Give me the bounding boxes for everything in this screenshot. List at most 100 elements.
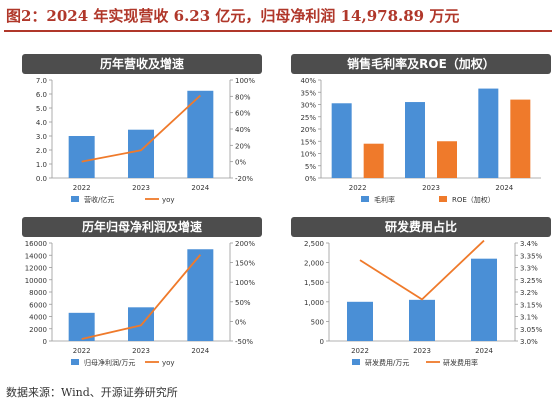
y-tick-label: 1.0 — [36, 161, 47, 169]
x-tick-label: 2022 — [73, 347, 91, 355]
y-tick-label: 6.0 — [36, 91, 47, 99]
bar — [128, 129, 154, 178]
series-line — [359, 239, 485, 301]
x-tick-label: 2023 — [413, 347, 431, 355]
y2-tick-label: 3.1% — [520, 314, 538, 322]
y-tick-label: 20% — [300, 126, 316, 134]
series-line — [81, 94, 201, 163]
y2-tick-label: 0% — [235, 318, 246, 326]
legend-label: 毛利率 — [374, 195, 395, 204]
y-tick-label: 0% — [305, 175, 316, 183]
y2-tick-label: 150% — [235, 260, 255, 268]
y-tick-label: 2,000 — [304, 260, 324, 268]
legend-label: yoy — [162, 359, 175, 367]
y-tick-label: 12000 — [25, 265, 47, 273]
legend-swatch — [352, 359, 360, 365]
y-tick-label: 35% — [300, 89, 316, 97]
y2-tick-label: 3.35% — [520, 252, 543, 260]
y-tick-label: 40% — [300, 77, 316, 85]
margin-roe-panel: 销售毛利率及ROE（加权） 0% 5% 10% 15% 20% 25% 30% 35% 40% 2… — [291, 54, 551, 214]
y-tick-label: 30% — [300, 102, 316, 110]
bar — [347, 301, 373, 341]
y2-tick-label: 3.0% — [520, 338, 538, 346]
y-tick-label: 2000 — [29, 326, 47, 334]
y2-tick-label: 20% — [235, 142, 251, 150]
panel-title: 销售毛利率及ROE（加权） — [291, 54, 551, 74]
y-tick-label: 2.0 — [36, 147, 47, 155]
x-tick-label: 2022 — [73, 184, 91, 192]
bar — [405, 102, 425, 178]
bar — [187, 90, 214, 178]
legend-label: 研发费用率 — [443, 358, 478, 367]
source-note: 数据来源：Wind、开源证券研究所 — [6, 386, 178, 399]
y2-tick-label: 60% — [235, 110, 251, 118]
y-tick-label: 500 — [311, 318, 324, 326]
panel-title: 历年归母净利润及增速 — [22, 217, 262, 237]
y-tick-label: 1,500 — [304, 279, 324, 287]
y2-tick-label: 80% — [235, 93, 251, 101]
y2-tick-label: 3.2% — [520, 289, 538, 297]
rd-expense-panel: 研发费用占比 0 500 1,000 1,500 2,000 2,500 3.0% 3.05%… — [291, 217, 551, 377]
legend-label: 归母净利润/万元 — [84, 358, 135, 367]
bar — [363, 143, 384, 178]
bar — [437, 141, 457, 178]
y-tick-label: 1,000 — [304, 299, 324, 307]
y-tick-label: 2,500 — [304, 240, 324, 248]
bar — [68, 136, 95, 178]
y2-tick-label: 3.25% — [520, 277, 543, 285]
bar — [478, 88, 499, 178]
margin-roe-chart: 0% 5% 10% 15% 20% 25% 30% 35% 40% 2022 2023 2024 毛利率… — [300, 77, 541, 204]
y-tick-label: 5.0 — [36, 105, 47, 113]
title-rule — [4, 30, 552, 32]
x-tick-label: 2023 — [132, 184, 150, 192]
y-tick-label: 8000 — [29, 289, 47, 297]
y-tick-label: 10% — [300, 151, 316, 159]
x-tick-label: 2024 — [191, 347, 209, 355]
legend-label: ROE（加权） — [452, 195, 495, 204]
y-tick-label: 0.0 — [36, 175, 47, 183]
x-tick-label: 2024 — [495, 184, 513, 192]
y2-tick-label: 3.15% — [520, 301, 543, 309]
y2-tick-label: 50% — [235, 299, 251, 307]
panel-title: 历年营收及增速 — [22, 54, 262, 74]
revenue-chart: 0.0 1.0 2.0 3.0 4.0 5.0 6.0 7.0 -20% 0% 20% 40% 60% 8… — [36, 77, 256, 204]
bar — [510, 99, 531, 178]
y2-tick-label: 0% — [235, 159, 246, 167]
x-tick-label: 2022 — [349, 184, 367, 192]
bar — [409, 299, 435, 341]
y-tick-label: 4.0 — [36, 119, 47, 127]
y-tick-label: 7.0 — [36, 77, 47, 85]
legend-swatch — [439, 196, 447, 202]
net-profit-panel: 历年归母净利润及增速 0 2000 4000 6000 8000 10000 12000 14… — [22, 217, 262, 377]
figure-title: 图2：2024 年实现营收 6.23 亿元，归母净利润 14,978.89 万元 — [6, 7, 460, 25]
x-tick-label: 2024 — [475, 347, 493, 355]
y-tick-label: 14000 — [25, 252, 47, 260]
y2-tick-label: 3.3% — [520, 265, 538, 273]
y2-tick-label: -50% — [235, 338, 253, 346]
legend-label: 研发费用/万元 — [365, 358, 409, 367]
x-tick-label: 2022 — [351, 347, 369, 355]
y2-tick-label: 100% — [235, 77, 255, 85]
x-tick-label: 2023 — [422, 184, 440, 192]
y2-tick-label: 200% — [235, 240, 255, 248]
y2-tick-label: 40% — [235, 126, 251, 134]
legend-swatch — [71, 359, 79, 365]
legend-label: yoy — [162, 196, 175, 204]
bar — [187, 249, 214, 341]
legend-swatch — [71, 196, 79, 202]
y-tick-label: 0 — [43, 338, 47, 346]
y-tick-label: 3.0 — [36, 133, 47, 141]
bar — [331, 103, 352, 178]
legend-label: 营收/亿元 — [84, 195, 114, 204]
series-line — [81, 254, 202, 340]
y-tick-label: 5% — [305, 163, 316, 171]
x-tick-label: 2024 — [191, 184, 209, 192]
bar — [471, 258, 497, 341]
rd-expense-chart: 0 500 1,000 1,500 2,000 2,500 3.0% 3.05% 3.1% 3.1… — [304, 239, 543, 367]
y2-tick-label: 3.05% — [520, 326, 543, 334]
y-tick-label: 25% — [300, 114, 316, 122]
revenue-panel: 历年营收及增速 0.0 1.0 2.0 3.0 4.0 5.0 6.0 7.0 -20% 0% 20… — [22, 54, 262, 214]
y-tick-label: 15% — [300, 138, 316, 146]
panel-title: 研发费用占比 — [291, 217, 551, 237]
y-tick-label: 10000 — [25, 277, 47, 285]
